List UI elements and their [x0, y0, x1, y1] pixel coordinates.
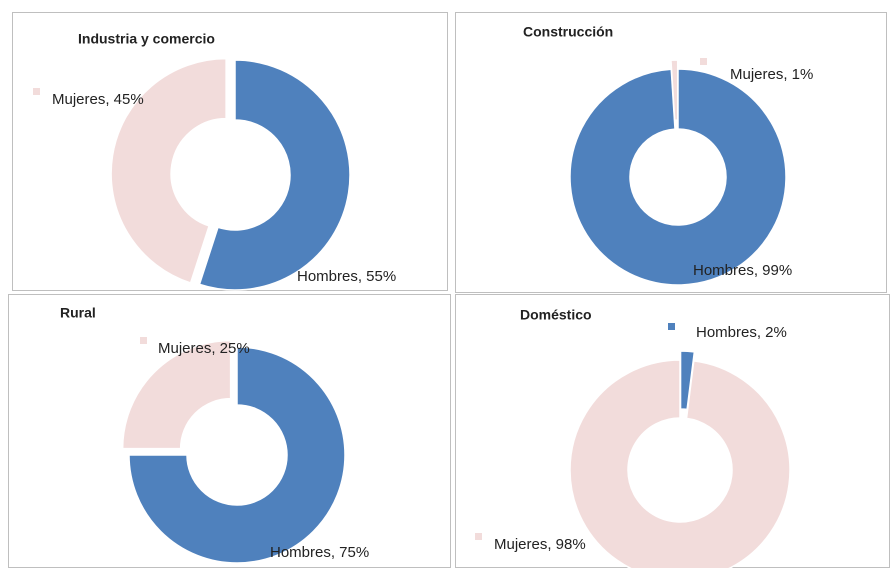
label-marker	[475, 533, 482, 540]
data-label: Hombres, 55%	[297, 268, 396, 285]
chart-title: Rural	[60, 305, 96, 321]
label-marker	[275, 266, 282, 273]
data-label: Hombres, 99%	[693, 262, 792, 279]
label-marker	[33, 88, 40, 95]
donut-slice	[670, 59, 679, 121]
donut-slice	[569, 359, 791, 568]
data-label: Hombres, 2%	[696, 324, 787, 341]
data-label: Hombres, 75%	[270, 544, 369, 561]
label-marker	[700, 58, 707, 65]
data-label: Mujeres, 45%	[52, 91, 144, 108]
data-label: Mujeres, 98%	[494, 536, 586, 553]
chart-title: Industria y comercio	[78, 31, 215, 47]
donut-slice	[128, 346, 346, 564]
donut-slice	[569, 68, 787, 286]
label-marker	[140, 337, 147, 344]
chart-title: Doméstico	[520, 307, 592, 323]
data-label: Mujeres, 25%	[158, 340, 250, 357]
label-marker	[247, 544, 254, 551]
chart-title: Construcción	[523, 24, 613, 40]
data-label: Mujeres, 1%	[730, 66, 813, 83]
donut-slice	[121, 339, 232, 450]
donut-slice	[198, 59, 351, 291]
donut-slice	[110, 57, 227, 284]
panel	[455, 12, 887, 293]
label-marker	[655, 259, 662, 266]
label-marker	[668, 323, 675, 330]
